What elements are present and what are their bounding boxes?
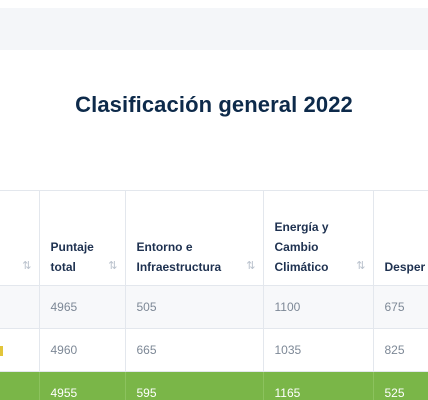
- table-cell: 4965: [38, 285, 125, 329]
- table-cell: 665: [124, 328, 263, 372]
- sort-icon[interactable]: ⇅: [22, 260, 31, 272]
- page-title: Clasificación general 2022: [75, 92, 353, 117]
- header-label-line: Puntaje: [50, 240, 94, 254]
- top-bar: [0, 8, 428, 50]
- column-header-energia[interactable]: Energía y Cambio Climático ⇅: [262, 190, 373, 286]
- table-cell: 505: [124, 285, 263, 329]
- ranking-table: ⇅ Puntaje total ⇅ Entorno e Infraestruct…: [0, 190, 428, 400]
- header-label-line: Energía y: [274, 220, 329, 234]
- table-cell: 1035: [262, 328, 373, 372]
- table-cell: 595: [124, 371, 263, 400]
- row-marker: [0, 345, 3, 356]
- table-cell: 675: [372, 285, 428, 329]
- table-row-highlighted[interactable]: 4955 595 1165 525: [0, 371, 428, 400]
- sort-icon[interactable]: ⇅: [246, 260, 255, 272]
- header-label-line: total: [50, 260, 76, 274]
- sort-icon[interactable]: ⇅: [108, 260, 117, 272]
- column-header-puntaje-total[interactable]: Puntaje total ⇅: [38, 190, 125, 286]
- column-header-entorno[interactable]: Entorno e Infraestructura ⇅: [124, 190, 263, 286]
- table-cell: 1165: [262, 371, 373, 400]
- table-cell: 525: [372, 371, 428, 400]
- header-label-line: Cambio: [274, 240, 319, 254]
- header-label-line: Entorno e: [136, 240, 193, 254]
- column-header-desperdicios[interactable]: Desper: [372, 190, 428, 286]
- table-cell: 1100: [262, 285, 373, 329]
- table-cell: 4960: [38, 328, 125, 372]
- column-header-rank[interactable]: ⇅: [0, 190, 39, 286]
- table-cell: [0, 285, 39, 329]
- header-label-line: Climático: [274, 260, 329, 274]
- sort-icon[interactable]: ⇅: [356, 260, 365, 272]
- table-cell: 4955: [38, 371, 125, 400]
- table-row[interactable]: 4965 505 1100 675: [0, 285, 428, 329]
- table-row[interactable]: 4960 665 1035 825: [0, 328, 428, 372]
- ranking-table-container[interactable]: ⇅ Puntaje total ⇅ Entorno e Infraestruct…: [0, 190, 428, 400]
- table-cell: 825: [372, 328, 428, 372]
- header-label-line: Infraestructura: [136, 260, 222, 274]
- table-cell: [0, 328, 39, 372]
- header-label-line: Desper: [384, 260, 426, 274]
- table-header-row: ⇅ Puntaje total ⇅ Entorno e Infraestruct…: [0, 190, 428, 286]
- table-cell: [0, 371, 39, 400]
